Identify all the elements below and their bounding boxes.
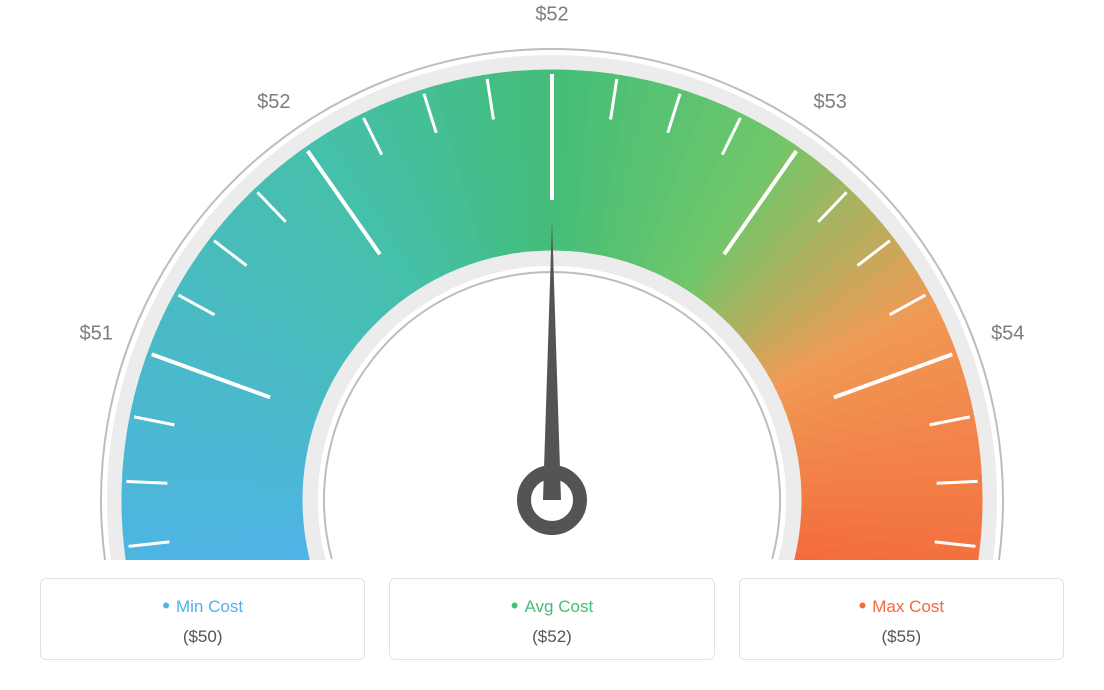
svg-text:$52: $52: [257, 91, 290, 113]
svg-text:$53: $53: [813, 91, 846, 113]
legend: Min Cost ($50) Avg Cost ($52) Max Cost (…: [40, 578, 1064, 660]
cost-gauge: $50$51$52$52$53$54$55: [0, 0, 1104, 560]
legend-card-min: Min Cost ($50): [40, 578, 365, 660]
svg-text:$51: $51: [80, 322, 113, 344]
legend-max-label: Max Cost: [750, 593, 1053, 619]
legend-card-avg: Avg Cost ($52): [389, 578, 714, 660]
legend-avg-value: ($52): [400, 627, 703, 647]
legend-max-value: ($55): [750, 627, 1053, 647]
legend-avg-label: Avg Cost: [400, 593, 703, 619]
legend-min-label: Min Cost: [51, 593, 354, 619]
gauge-svg: $50$51$52$52$53$54$55: [0, 0, 1104, 560]
svg-text:$52: $52: [535, 3, 568, 25]
legend-min-value: ($50): [51, 627, 354, 647]
svg-text:$54: $54: [991, 322, 1024, 344]
legend-card-max: Max Cost ($55): [739, 578, 1064, 660]
